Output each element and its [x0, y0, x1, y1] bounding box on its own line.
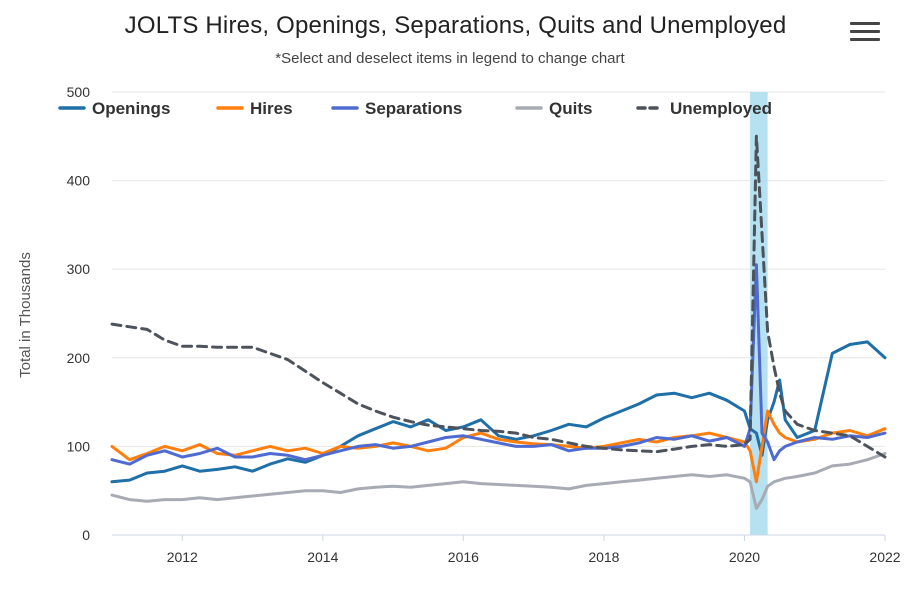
y-tick-label: 100 — [67, 438, 91, 454]
legend-item-quits[interactable]: Quits — [515, 99, 592, 118]
legend-item-separations[interactable]: Separations — [331, 99, 462, 118]
series-line-quits — [110, 452, 887, 510]
chart-title: JOLTS Hires, Openings, Separations, Quit… — [124, 12, 787, 39]
legend-item-openings[interactable]: Openings — [58, 99, 170, 118]
y-axis-title: Total in Thousands — [17, 252, 34, 378]
y-tick-label: 0 — [82, 527, 90, 543]
series-line-unemployed — [110, 134, 887, 459]
series-line-separations — [110, 263, 887, 466]
x-tick-label: 2022 — [869, 549, 900, 565]
menu-bar — [850, 38, 880, 41]
legend: Openings Hires Separations Quits Unemployed — [58, 99, 772, 118]
legend-label: Separations — [365, 99, 462, 118]
x-tick-label: 2020 — [729, 549, 760, 565]
y-tick-label: 500 — [67, 84, 91, 100]
x-tick-label: 2014 — [307, 549, 338, 565]
legend-item-hires[interactable]: Hires — [216, 99, 293, 118]
menu-bar — [850, 22, 880, 25]
chart-subtitle: *Select and deselect items in legend to … — [275, 50, 625, 67]
series-line-openings — [110, 340, 887, 484]
legend-label: Openings — [92, 99, 170, 118]
legend-label: Unemployed — [670, 99, 772, 118]
y-tick-label: 400 — [67, 173, 91, 189]
x-tick-label: 2016 — [448, 549, 479, 565]
legend-label: Quits — [549, 99, 592, 118]
x-tick-label: 2012 — [167, 549, 198, 565]
legend-label: Hires — [250, 99, 293, 118]
menu-bar — [850, 30, 880, 33]
legend-item-unemployed[interactable]: Unemployed — [636, 99, 772, 118]
x-tick-label: 2018 — [588, 549, 619, 565]
axes: 0 100 200 300 400 500 2012 2014 2016 2018 2020 2022 — [67, 84, 901, 565]
y-tick-label: 300 — [67, 261, 91, 277]
y-tick-label: 200 — [67, 350, 91, 366]
series-lines — [110, 134, 887, 510]
hamburger-menu-icon[interactable] — [850, 22, 880, 42]
